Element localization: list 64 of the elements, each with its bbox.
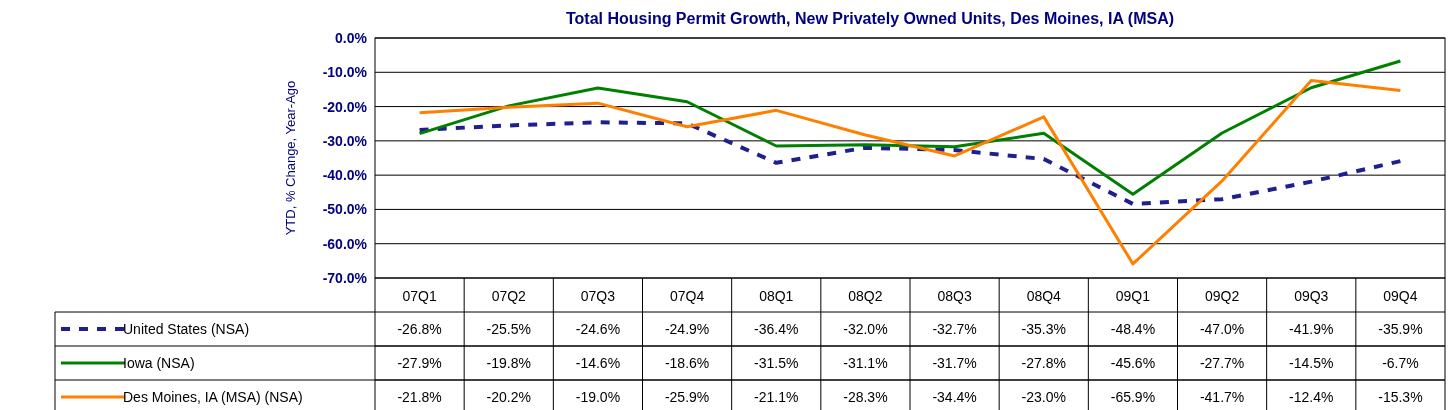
data-label: -47.0% <box>1199 321 1245 337</box>
line-series <box>418 59 1402 196</box>
data-label: -27.7% <box>1199 355 1245 371</box>
data-label: -41.7% <box>1199 389 1245 405</box>
x-tick-label: 08Q2 <box>848 288 883 304</box>
data-label: -45.6% <box>1110 355 1156 371</box>
x-tick-label: 07Q4 <box>669 288 705 304</box>
data-label: -35.3% <box>1021 321 1066 337</box>
data-label: -41.9% <box>1289 321 1334 337</box>
y-tick-label: -10.0% <box>322 64 368 81</box>
data-label: -28.3% <box>843 389 888 405</box>
x-tick-label: 09Q1 <box>1115 288 1151 304</box>
data-label: -14.5% <box>1289 355 1334 371</box>
x-tick-label: 09Q2 <box>1204 288 1240 304</box>
data-label: -25.9% <box>664 389 710 405</box>
line-series <box>418 79 1402 266</box>
data-label: -12.4% <box>1289 389 1334 405</box>
data-label: -32.7% <box>932 321 977 337</box>
data-label: -26.8% <box>397 321 442 337</box>
data-label: -24.6% <box>575 321 621 337</box>
x-tick-label: 09Q3 <box>1294 288 1329 304</box>
data-label: -35.9% <box>1378 321 1423 337</box>
data-label: -21.8% <box>397 389 442 405</box>
x-tick-label: 08Q3 <box>937 288 972 304</box>
data-label: -21.1% <box>754 389 799 405</box>
data-label: -18.6% <box>664 355 710 371</box>
data-label: -19.8% <box>486 355 531 371</box>
y-tick-label: -60.0% <box>322 235 368 252</box>
x-tick-label: 07Q2 <box>491 288 527 304</box>
data-label: -27.8% <box>1021 355 1066 371</box>
data-label: -15.3% <box>1378 389 1423 405</box>
y-tick-label: -30.0% <box>322 132 368 149</box>
x-tick-label: 09Q4 <box>1383 288 1418 304</box>
data-label: -19.0% <box>575 389 621 405</box>
data-label: -32.0% <box>843 321 888 337</box>
data-label: -34.4% <box>932 389 977 405</box>
y-tick-label: -40.0% <box>322 167 368 184</box>
line-series <box>417 120 1403 206</box>
chart-title: Total Housing Permit Growth, New Privately Owned Units, Des Moines, IA (MSA) <box>565 10 1175 27</box>
x-tick-label: 08Q1 <box>759 288 794 304</box>
y-axis-title: YTD, % Change, Year-Ago <box>283 80 298 236</box>
y-tick-label: -50.0% <box>322 201 368 218</box>
x-tick-label: 07Q3 <box>580 288 616 304</box>
data-label: -36.4% <box>754 321 799 337</box>
data-label: -31.1% <box>843 355 888 371</box>
data-label: -14.6% <box>575 355 621 371</box>
data-label: -6.7% <box>1382 355 1419 371</box>
legend-label: Iowa (NSA) <box>123 355 195 371</box>
data-label: -25.5% <box>486 321 531 337</box>
data-label: -31.5% <box>754 355 799 371</box>
data-label: -27.9% <box>397 355 442 371</box>
legend-label: United States (NSA) <box>123 321 250 337</box>
data-label: -23.0% <box>1021 389 1066 405</box>
data-label: -24.9% <box>664 321 710 337</box>
data-label: -31.7% <box>932 355 977 371</box>
legend-label: Des Moines, IA (MSA) (NSA) <box>123 389 303 405</box>
y-tick-label: 0.0% <box>335 30 368 46</box>
x-tick-label: 08Q4 <box>1026 288 1062 304</box>
y-tick-label: -70.0% <box>322 270 368 286</box>
x-tick-label: 07Q1 <box>402 288 437 304</box>
y-tick-label: -20.0% <box>322 98 368 115</box>
data-label: -48.4% <box>1110 321 1156 337</box>
data-label: -20.2% <box>486 389 531 405</box>
data-label: -65.9% <box>1110 389 1156 405</box>
